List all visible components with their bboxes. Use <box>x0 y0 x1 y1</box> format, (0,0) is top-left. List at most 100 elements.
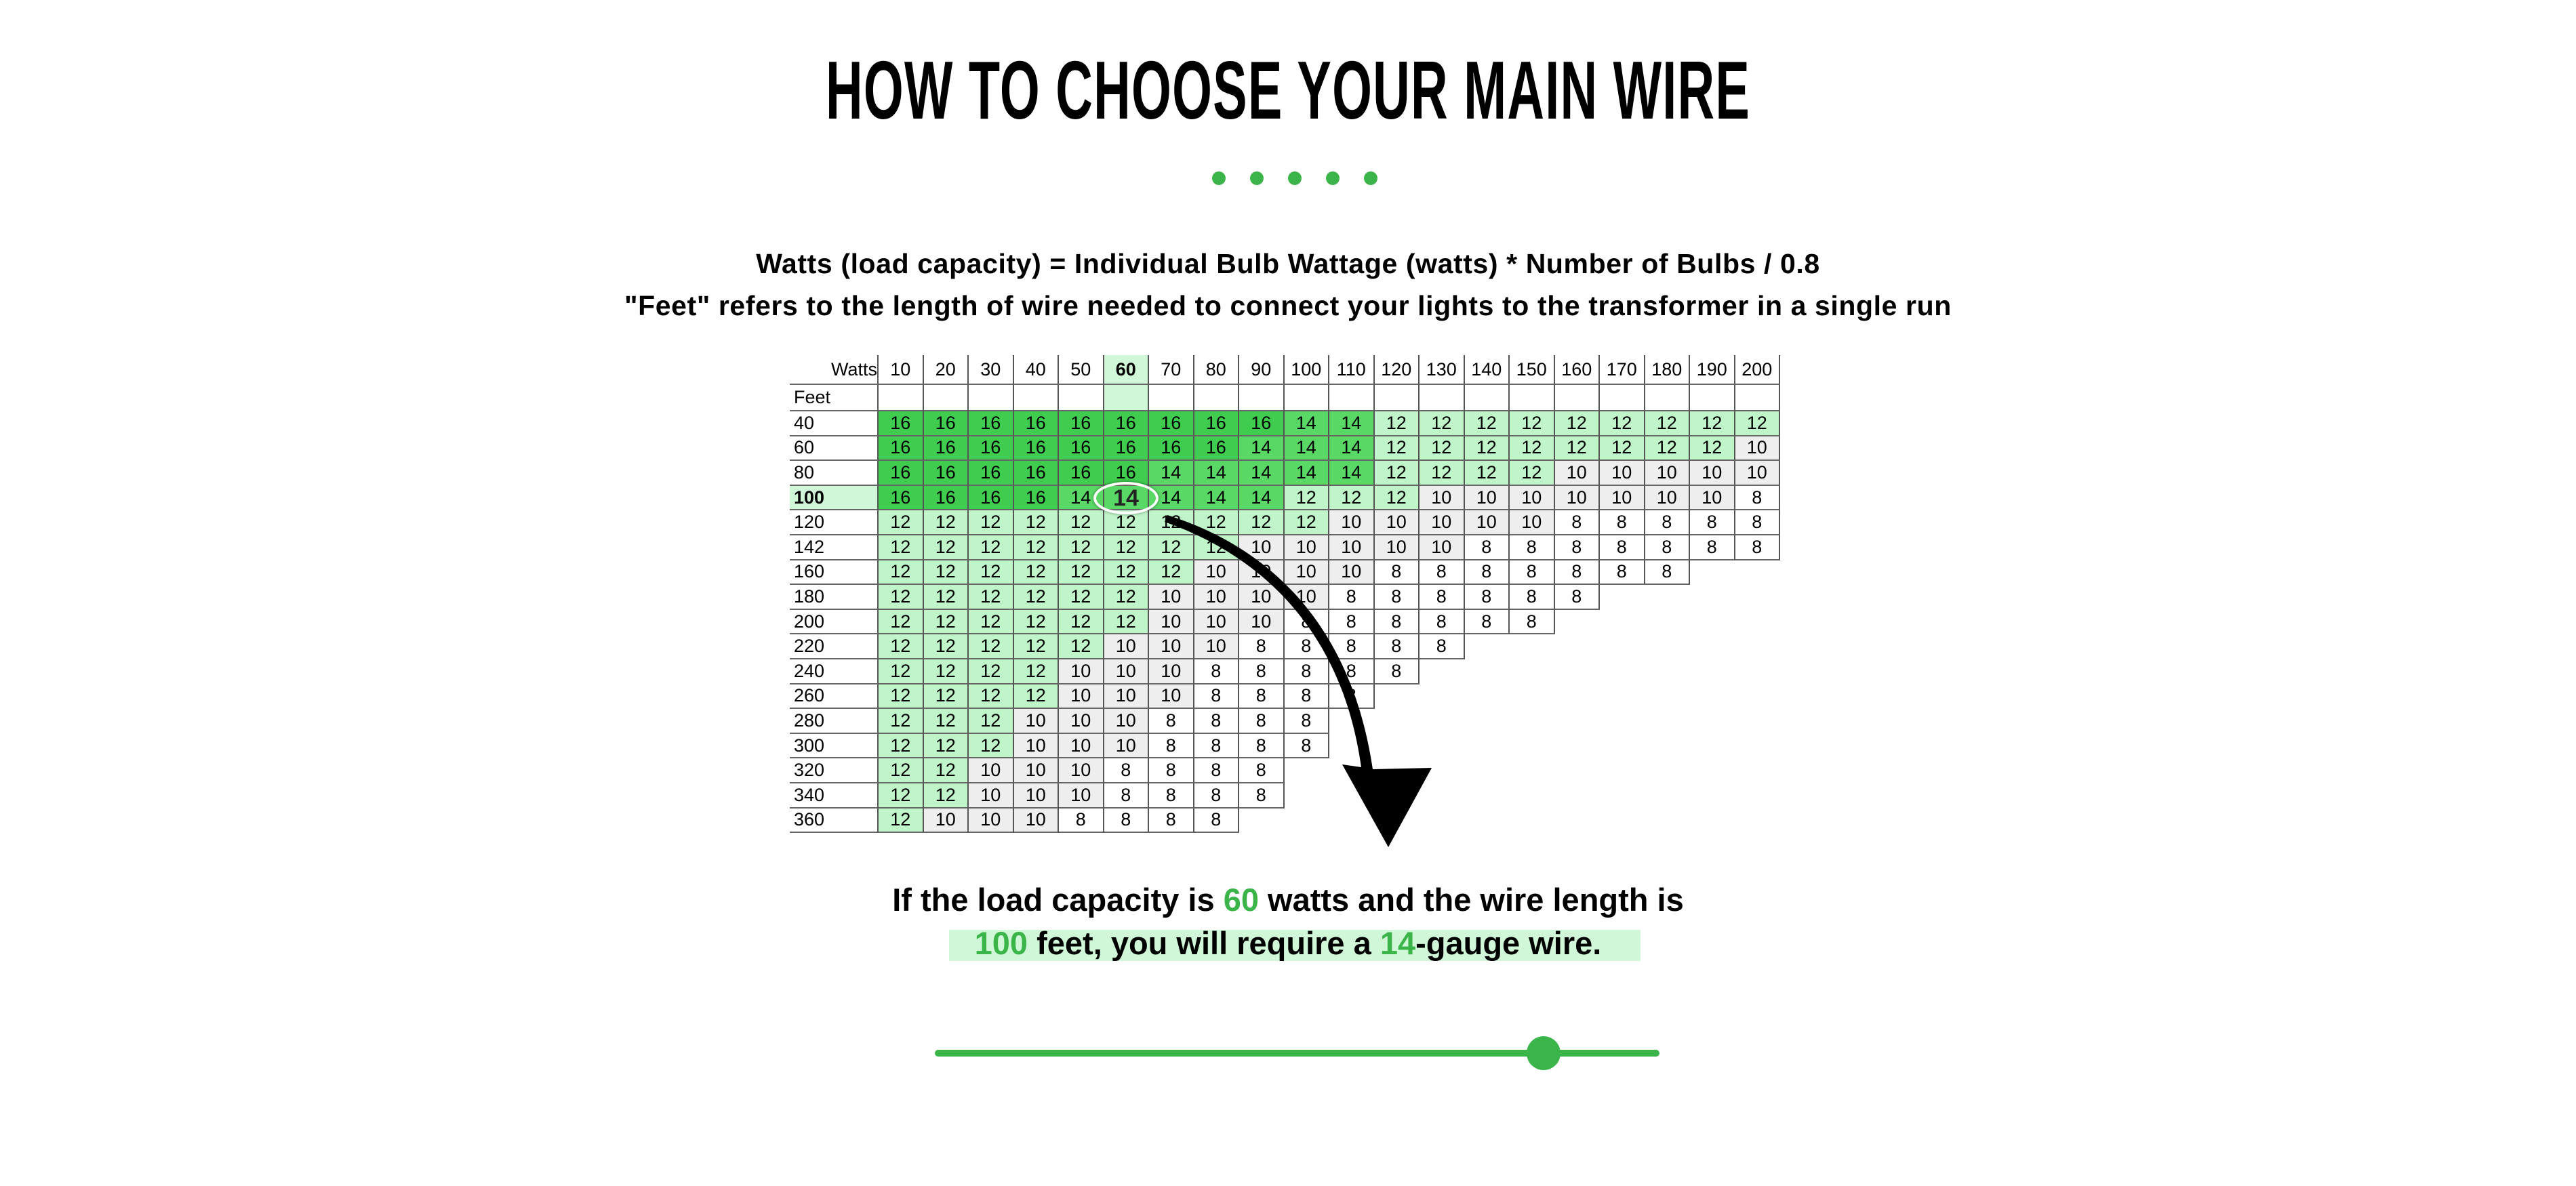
gauge-cell: 16 <box>879 411 924 436</box>
gauge-cell: 12 <box>1645 411 1690 436</box>
gauge-cell: 12 <box>1059 609 1104 635</box>
gauge-cell: 12 <box>969 560 1014 586</box>
gauge-cell: 10 <box>1284 560 1329 586</box>
gauge-cell: 12 <box>1510 461 1555 486</box>
gauge-cell: 10 <box>1735 461 1780 486</box>
result-feet: 100 <box>974 925 1028 961</box>
gauge-cell: 10 <box>1554 485 1600 511</box>
gauge-cell: 10 <box>1104 684 1149 710</box>
empty-cell <box>1510 385 1555 411</box>
gauge-cell: 12 <box>1690 411 1735 436</box>
feet-row-label: 100 <box>790 485 879 511</box>
watts-column-header: 140 <box>1464 355 1510 385</box>
gauge-cell: 12 <box>1239 510 1285 535</box>
gauge-cell: 16 <box>923 436 969 462</box>
empty-cell <box>1329 385 1375 411</box>
gauge-cell: 12 <box>879 560 924 586</box>
empty-cell <box>923 385 969 411</box>
gauge-cell: 12 <box>879 733 924 759</box>
gauge-cell: 10 <box>1374 510 1420 535</box>
gauge-cell: 12 <box>1374 485 1420 511</box>
feet-row-label: 60 <box>790 436 879 462</box>
gauge-cell: 8 <box>1510 585 1555 610</box>
gauge-cell: 8 <box>1194 659 1239 684</box>
page-title: HOW TO CHOOSE YOUR MAIN WIRE <box>825 44 1751 136</box>
gauge-cell: 8 <box>1645 535 1690 560</box>
gauge-cell: 12 <box>1104 535 1149 560</box>
gauge-cell: 8 <box>1284 709 1329 734</box>
empty-cell <box>1645 385 1690 411</box>
empty-cell <box>1420 385 1465 411</box>
gauge-cell: 8 <box>1194 758 1239 783</box>
gauge-cell: 10 <box>1329 510 1375 535</box>
gauge-cell: 12 <box>923 560 969 586</box>
gauge-cell: 12 <box>1329 485 1375 511</box>
gauge-cell: 10 <box>1149 684 1194 710</box>
gauge-cell: 8 <box>1600 510 1645 535</box>
dot <box>1250 171 1264 185</box>
gauge-cell: 12 <box>1059 510 1104 535</box>
empty-cell <box>969 385 1014 411</box>
watts-column-header: 70 <box>1149 355 1194 385</box>
gauge-cell: 16 <box>1013 436 1059 462</box>
watts-column-header: 200 <box>1735 355 1780 385</box>
empty-cell <box>1239 385 1285 411</box>
gauge-cell: 10 <box>1645 461 1690 486</box>
gauge-cell: 8 <box>1284 684 1329 710</box>
gauge-cell: 12 <box>1013 510 1059 535</box>
gauge-cell: 10 <box>1149 609 1194 635</box>
gauge-cell: 8 <box>1194 684 1239 710</box>
result-text: feet, you will require a <box>1028 925 1380 961</box>
gauge-cell: 10 <box>969 758 1014 783</box>
gauge-cell: 10 <box>1600 461 1645 486</box>
gauge-cell: 10 <box>1374 535 1420 560</box>
result-line-2: 100 feet, you will require a 14-gauge wi… <box>0 924 2576 962</box>
empty-cell <box>1735 385 1780 411</box>
gauge-cell: 8 <box>1284 733 1329 759</box>
result-watts: 60 <box>1223 882 1259 918</box>
gauge-cell: 10 <box>1104 634 1149 659</box>
gauge-cell: 10 <box>1239 609 1285 635</box>
dot <box>1288 171 1302 185</box>
gauge-cell: 8 <box>1690 535 1735 560</box>
gauge-cell: 12 <box>879 808 924 834</box>
slider-handle[interactable] <box>1526 1036 1561 1070</box>
result-gauge: 14 <box>1380 925 1416 961</box>
gauge-cell: 10 <box>1329 535 1375 560</box>
gauge-cell: 10 <box>1600 485 1645 511</box>
gauge-cell: 12 <box>969 634 1014 659</box>
feet-row-label: 260 <box>790 684 879 710</box>
gauge-cell: 10 <box>1059 709 1104 734</box>
gauge-cell: 12 <box>1510 411 1555 436</box>
empty-cell <box>879 385 924 411</box>
gauge-cell: 12 <box>1059 560 1104 586</box>
gauge-cell: 8 <box>1735 485 1780 511</box>
gauge-cell: 16 <box>923 485 969 511</box>
gauge-cell: 14 <box>1329 436 1375 462</box>
empty-cell <box>1284 385 1329 411</box>
magnified-gauge: 14 <box>1113 485 1139 511</box>
gauge-cell: 10 <box>1059 684 1104 710</box>
gauge-cell: 8 <box>1690 510 1735 535</box>
watts-column-header: 40 <box>1013 355 1059 385</box>
watts-column-header: 90 <box>1239 355 1285 385</box>
gauge-cell: 16 <box>1149 411 1194 436</box>
watts-column-header: 80 <box>1194 355 1239 385</box>
gauge-cell: 12 <box>923 733 969 759</box>
gauge-cell: 8 <box>1645 560 1690 586</box>
gauge-cell: 12 <box>879 758 924 783</box>
dot <box>1326 171 1340 185</box>
gauge-cell: 14 <box>1149 485 1194 511</box>
watts-column-header: 100 <box>1284 355 1329 385</box>
gauge-cell: 12 <box>1420 436 1465 462</box>
slider-track[interactable] <box>935 1050 1659 1057</box>
gauge-cell: 12 <box>879 585 924 610</box>
gauge-cell: 16 <box>1059 436 1104 462</box>
gauge-cell: 8 <box>1374 659 1420 684</box>
gauge-cell: 16 <box>969 485 1014 511</box>
gauge-cell: 10 <box>1510 510 1555 535</box>
gauge-cell: 10 <box>1013 808 1059 834</box>
gauge-cell: 14 <box>1194 461 1239 486</box>
gauge-cell: 10 <box>1104 659 1149 684</box>
gauge-cell: 8 <box>1645 510 1690 535</box>
